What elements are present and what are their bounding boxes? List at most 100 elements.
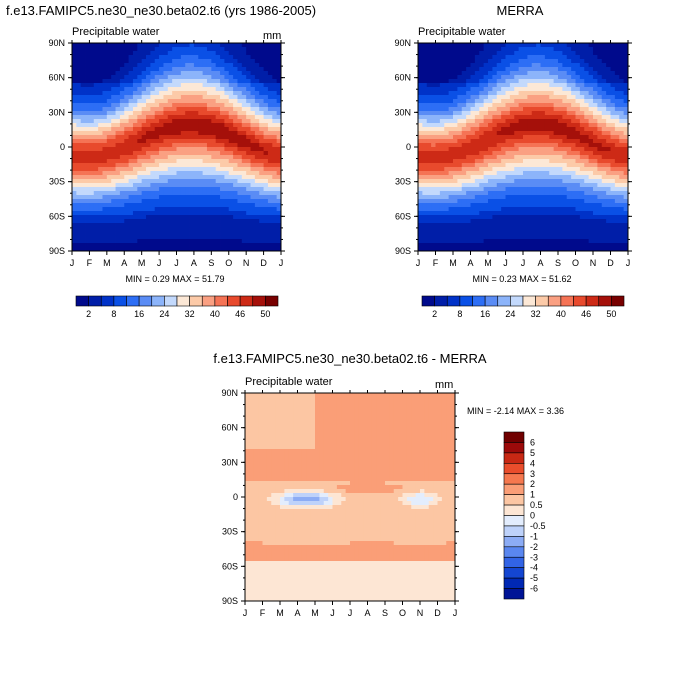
heatmap-cell	[562, 87, 568, 92]
heatmap-cell	[540, 159, 546, 164]
heatmap-cell	[193, 83, 199, 88]
heatmap-cell	[453, 115, 458, 120]
heatmap-cell	[505, 115, 511, 120]
heatmap-cell	[514, 47, 520, 52]
heatmap-cell	[259, 103, 264, 108]
heatmap-cell	[474, 159, 480, 164]
heatmap-cell	[531, 215, 537, 220]
heatmap-cell	[111, 99, 116, 104]
heatmap-cell	[93, 75, 99, 80]
heatmap-cell	[180, 99, 186, 104]
heatmap-cell	[119, 167, 125, 172]
heatmap-cell	[220, 147, 225, 152]
heatmap-cell	[474, 75, 480, 80]
heatmap-cell	[202, 231, 208, 236]
heatmap-cell	[250, 79, 256, 84]
heatmap-cell	[518, 99, 524, 104]
heatmap-cell	[189, 63, 195, 68]
heatmap-cell	[601, 211, 607, 216]
heatmap-cell	[267, 139, 273, 144]
heatmap-cell	[426, 143, 432, 148]
heatmap-cell	[418, 123, 423, 128]
heatmap-cell	[233, 43, 238, 48]
heatmap-cell	[470, 87, 476, 92]
heatmap-cell	[466, 151, 471, 156]
heatmap-cell	[259, 175, 264, 180]
heatmap-cell	[575, 55, 581, 60]
heatmap-cell	[479, 191, 485, 196]
heatmap-cell	[483, 99, 489, 104]
heatmap-cell	[72, 43, 77, 48]
heatmap-cell	[89, 247, 95, 252]
heatmap-cell	[431, 179, 436, 184]
heatmap-cell	[193, 135, 199, 140]
heatmap-cell	[483, 195, 489, 200]
heatmap-cell	[176, 59, 182, 64]
heatmap-cell	[431, 143, 436, 148]
heatmap-cell	[426, 55, 432, 60]
model-title: f.e13.FAMIPC5.ne30_ne30.beta02.t6 (yrs 1…	[6, 3, 316, 18]
heatmap-cell	[496, 83, 502, 88]
heatmap-cell	[228, 167, 234, 172]
heatmap-cell	[259, 119, 264, 124]
heatmap-cell	[246, 143, 251, 148]
heatmap-cell	[501, 199, 506, 204]
heatmap-cell	[211, 195, 217, 200]
heatmap-cell	[527, 195, 533, 200]
heatmap-cell	[444, 147, 450, 152]
heatmap-cell	[418, 223, 423, 228]
heatmap-cell	[198, 59, 204, 64]
heatmap-cell	[102, 167, 108, 172]
heatmap-cell	[562, 107, 568, 112]
heatmap-cell	[150, 123, 156, 128]
heatmap-cell	[540, 175, 546, 180]
heatmap-cell	[553, 83, 559, 88]
heatmap-cell	[167, 83, 173, 88]
heatmap-cell	[167, 107, 173, 112]
heatmap-cell	[575, 59, 581, 64]
heatmap-cell	[128, 131, 134, 136]
heatmap-cell	[501, 171, 506, 176]
heatmap-cell	[93, 115, 99, 120]
heatmap-cell	[115, 239, 121, 244]
heatmap-cell	[172, 163, 177, 168]
heatmap-cell	[202, 51, 208, 56]
heatmap-cell	[509, 135, 515, 140]
heatmap-cell	[470, 199, 476, 204]
heatmap-cell	[501, 155, 506, 160]
heatmap-cell	[172, 247, 177, 252]
heatmap-cell	[119, 95, 125, 100]
heatmap-cell	[189, 167, 195, 172]
heatmap-cell	[426, 187, 432, 192]
heatmap-cell	[444, 123, 450, 128]
heatmap-cell	[80, 207, 86, 212]
heatmap-cell	[461, 123, 467, 128]
heatmap-cell	[102, 51, 108, 56]
heatmap-cell	[154, 227, 160, 232]
heatmap-cell	[606, 123, 611, 128]
heatmap-cell	[224, 111, 230, 116]
heatmap-cell	[575, 135, 581, 140]
heatmap-cell	[154, 151, 160, 156]
heatmap-cell	[115, 223, 121, 228]
heatmap-cell	[540, 191, 546, 196]
heatmap-cell	[246, 231, 251, 236]
heatmap-cell	[448, 123, 454, 128]
heatmap-cell	[115, 111, 121, 116]
heatmap-cell	[505, 227, 511, 232]
heatmap-cell	[544, 231, 550, 236]
heatmap-cell	[439, 43, 445, 48]
heatmap-cell	[124, 219, 129, 224]
heatmap-cell	[254, 243, 260, 248]
heatmap-cell	[124, 235, 129, 240]
heatmap-cell	[444, 163, 450, 168]
heatmap-cell	[553, 91, 559, 96]
heatmap-cell	[72, 79, 77, 84]
heatmap-cell	[540, 227, 546, 232]
heatmap-cell	[553, 195, 559, 200]
heatmap-cell	[523, 215, 528, 220]
heatmap-cell	[579, 107, 585, 112]
heatmap-cell	[457, 123, 463, 128]
heatmap-cell	[431, 227, 436, 232]
heatmap-cell	[246, 219, 251, 224]
